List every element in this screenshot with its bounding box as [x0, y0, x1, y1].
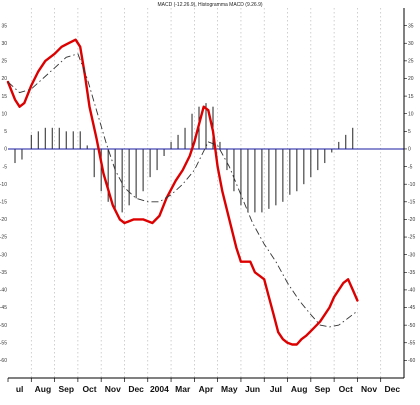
macd-line: [6, 38, 359, 346]
y-tick-label-right: -30: [408, 252, 415, 258]
x-tick-label: Dec: [385, 384, 401, 394]
y-tick-label-left: -25: [0, 235, 7, 241]
y-tick-label-left: -35: [0, 270, 7, 276]
y-tick-label-right: 10: [408, 111, 414, 117]
y-tick-label-left: 25: [1, 59, 7, 65]
y-tick-label-right: 5: [408, 129, 411, 135]
signal-line: [7, 53, 358, 328]
y-tick-label-left: -45: [0, 305, 7, 311]
y-tick-label-left: -15: [0, 200, 7, 206]
x-axis: ul Aug Sep Oct Nov Dec 2004 Mar Apr May Jun Jul Aug S…: [7, 378, 401, 394]
y-tick-label-left: 15: [1, 94, 7, 100]
y-tick-label-left: -5: [3, 164, 8, 170]
x-tick-label: May: [221, 384, 238, 394]
y-tick-label-right: 25: [408, 59, 414, 65]
y-tick-label-left: 35: [1, 23, 7, 29]
y-tick-label-right: -10: [408, 182, 415, 188]
y-tick-label-right: -5: [408, 164, 413, 170]
y-tick-label-right: 0: [408, 147, 411, 153]
y-tick-label-right: -40: [408, 288, 415, 294]
plot-frame: [8, 8, 405, 379]
y-tick-label-left: -20: [0, 217, 7, 223]
x-tick-label: Sep: [58, 384, 74, 394]
y-tick-label-right: 20: [408, 76, 414, 82]
y-tick-label-left: 20: [1, 76, 7, 82]
y-tick-label-right: -15: [408, 200, 415, 206]
y-tick-label-left: -55: [0, 340, 7, 346]
x-tick-label: Aug: [291, 384, 308, 394]
x-tick-label: Aug: [35, 384, 52, 394]
y-tick-label-left: 10: [1, 111, 7, 117]
series-lines: [6, 38, 359, 346]
y-tick-label-left: -30: [0, 252, 7, 258]
chart-title: MACD (-12.26.9), Histogramma MACD (9.26.…: [157, 2, 262, 8]
y-axis-right: 35 30 25 20 15 10 5 0 -5 -10 -15 -20 -25 -30 -35 -40 -45…: [404, 23, 415, 364]
y-axis-left: 35 30 25 20 15 10 5 0 -5 -10 -15 -20 -25 -30 -35 -40 -45…: [0, 23, 7, 364]
x-tick-label: Nov: [105, 384, 121, 394]
x-tick-label: Dec: [128, 384, 144, 394]
x-tick-label: Apr: [199, 384, 214, 394]
x-tick-label: Mar: [175, 384, 191, 394]
y-tick-label-right: 35: [408, 23, 414, 29]
y-tick-label-left: 0: [4, 147, 7, 153]
x-tick-label: Sep: [315, 384, 331, 394]
x-tick-label: 2004: [150, 384, 169, 394]
x-tick-label: Oct: [339, 384, 353, 394]
y-tick-label-left: -50: [0, 323, 7, 329]
y-tick-label-right: -45: [408, 305, 415, 311]
y-tick-label-right: 30: [408, 41, 414, 47]
y-tick-label-left: -40: [0, 288, 7, 294]
x-tick-label: Jul: [270, 384, 282, 394]
x-tick-label: Jun: [245, 384, 260, 394]
y-tick-label-right: -60: [408, 358, 415, 364]
y-tick-label-left: 5: [4, 129, 7, 135]
x-tick-label: ul: [16, 384, 24, 394]
y-tick-label-right: -50: [408, 323, 415, 329]
y-tick-label-right: 15: [408, 94, 414, 100]
y-tick-label-right: -20: [408, 217, 415, 223]
y-tick-label-left: -60: [0, 358, 7, 364]
y-tick-label-right: -55: [408, 340, 415, 346]
y-tick-label-right: -35: [408, 270, 415, 276]
y-tick-label-left: 30: [1, 41, 7, 47]
y-tick-label-right: -25: [408, 235, 415, 241]
y-tick-label-left: -10: [0, 182, 7, 188]
x-tick-label: Nov: [361, 384, 377, 394]
x-tick-label: Oct: [82, 384, 96, 394]
